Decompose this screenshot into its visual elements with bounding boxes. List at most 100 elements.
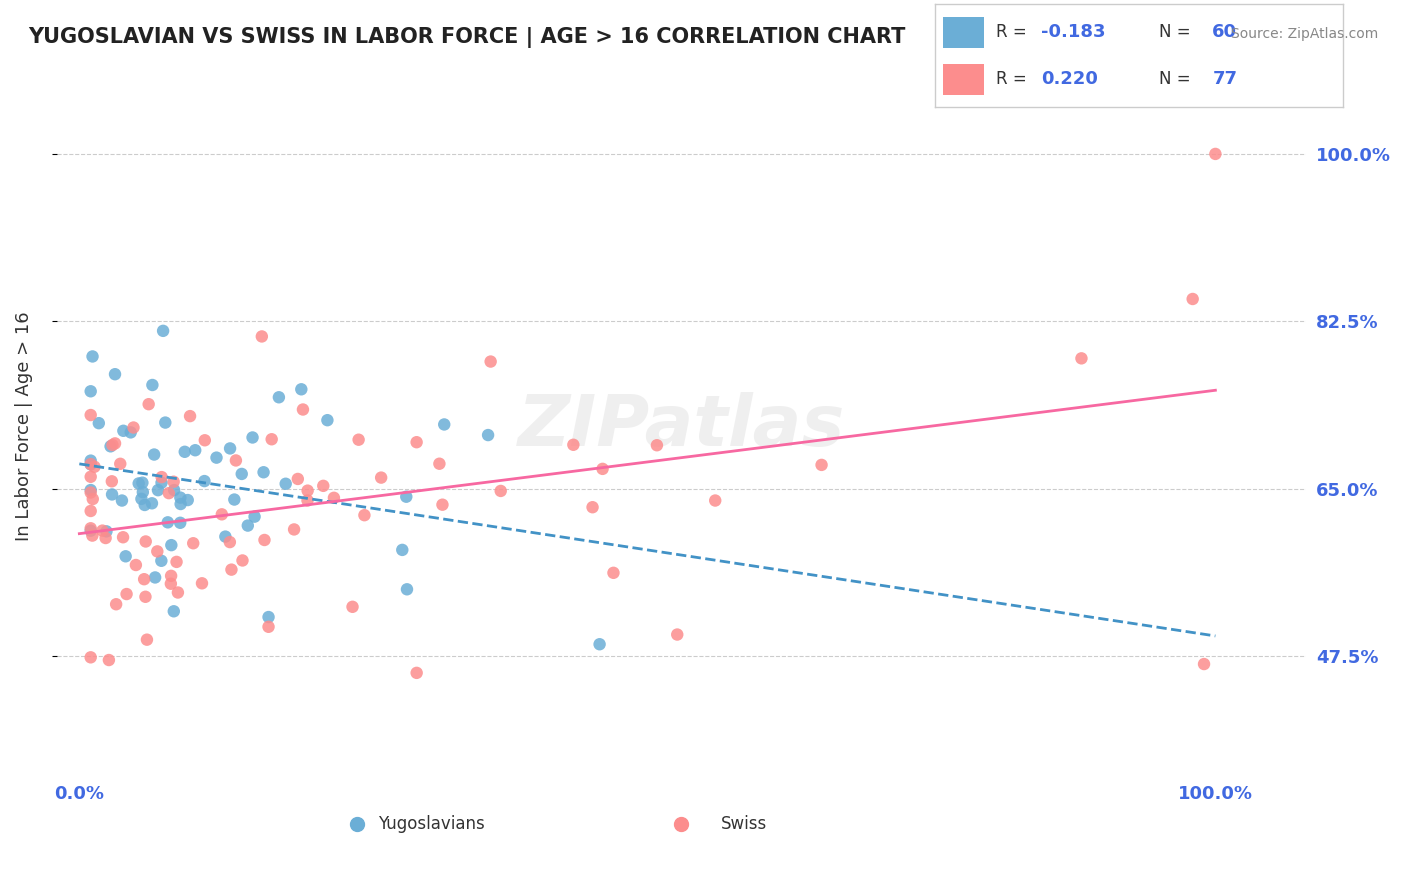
Point (184, 443, 207, 458)
Point (588, 637, 610, 651)
Point (80, 483, 103, 497)
Y-axis label: In Labor Force | Age > 16: In Labor Force | Age > 16 (15, 311, 32, 541)
Point (645, 438, 668, 452)
Point (125, 558, 148, 572)
Point (82, 350, 104, 364)
Point (312, 479, 335, 493)
Point (1204, 147, 1226, 161)
Point (160, 576, 183, 591)
Point (173, 445, 195, 459)
Point (146, 483, 169, 498)
Point (405, 665, 427, 680)
Text: Yugoslavians: Yugoslavians (378, 815, 485, 833)
Point (134, 498, 156, 512)
Point (80, 408, 103, 422)
Point (218, 535, 240, 549)
Point (231, 553, 253, 567)
Point (231, 467, 253, 481)
Point (112, 530, 135, 544)
Point (479, 354, 502, 368)
Text: 77: 77 (1212, 70, 1237, 88)
Point (395, 490, 418, 504)
Point (1192, 657, 1215, 671)
Point (592, 462, 614, 476)
Point (105, 597, 128, 611)
Point (131, 475, 153, 490)
Text: YUGOSLAVIAN VS SWISS IN LABOR FORCE | AGE > 16 CORRELATION CHART: YUGOSLAVIAN VS SWISS IN LABOR FORCE | AG… (28, 27, 905, 48)
Point (104, 436, 127, 450)
Point (87, 416, 110, 430)
Bar (943, 64, 984, 95)
Point (91, 524, 114, 538)
Point (177, 493, 200, 508)
Point (122, 420, 145, 434)
Point (432, 498, 454, 512)
Point (347, 433, 370, 447)
Point (157, 486, 180, 500)
Point (225, 453, 247, 467)
Point (135, 534, 157, 549)
Point (169, 491, 191, 505)
Point (602, 566, 624, 580)
Point (287, 472, 309, 486)
Point (252, 465, 274, 479)
Point (80, 470, 103, 484)
Point (433, 417, 456, 432)
Text: Source: ZipAtlas.com: Source: ZipAtlas.com (1230, 27, 1378, 41)
Point (297, 483, 319, 498)
Point (134, 572, 156, 586)
Point (128, 476, 150, 491)
Point (131, 491, 153, 506)
Point (80, 521, 103, 535)
Point (250, 329, 273, 343)
Point (150, 470, 173, 484)
Point (291, 402, 314, 417)
Point (322, 491, 344, 505)
Point (211, 508, 233, 522)
Point (290, 382, 312, 396)
Point (242, 430, 264, 444)
Point (391, 542, 413, 557)
Point (1070, 351, 1092, 366)
Point (150, 554, 173, 568)
Point (110, 457, 132, 471)
Text: -0.183: -0.183 (1040, 23, 1105, 41)
Point (283, 523, 305, 537)
Point (114, 549, 136, 564)
Point (141, 378, 163, 392)
Point (370, 470, 392, 484)
Point (193, 474, 215, 488)
Text: R =: R = (997, 23, 1032, 41)
Point (666, 627, 689, 641)
Point (120, 425, 142, 440)
Point (156, 516, 179, 530)
Point (82, 528, 104, 542)
Point (111, 493, 134, 508)
Point (704, 493, 727, 508)
Point (489, 483, 512, 498)
Point (342, 599, 364, 614)
Text: ZIPatlas: ZIPatlas (517, 392, 845, 461)
Point (219, 442, 242, 456)
Point (181, 536, 204, 550)
Point (160, 569, 183, 583)
Point (274, 476, 297, 491)
Point (257, 610, 280, 624)
Point (160, 538, 183, 552)
Point (80, 485, 103, 500)
Point (581, 500, 603, 515)
Point (134, 590, 156, 604)
Point (80, 458, 103, 472)
Point (115, 587, 138, 601)
Point (395, 582, 418, 597)
Point (132, 485, 155, 500)
Point (236, 518, 259, 533)
Text: 0.220: 0.220 (1040, 70, 1098, 88)
Point (169, 497, 191, 511)
Point (80, 384, 103, 399)
Point (214, 530, 236, 544)
Point (353, 508, 375, 523)
Point (166, 555, 188, 569)
Point (194, 434, 217, 448)
Point (80, 504, 103, 518)
